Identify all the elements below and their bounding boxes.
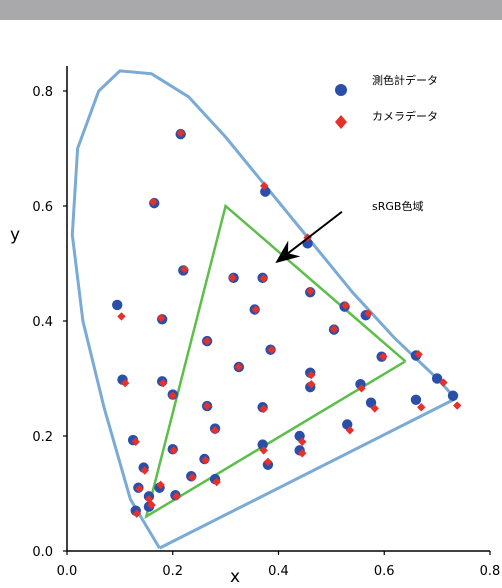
y-tick-label-4: 0.8 bbox=[32, 85, 53, 100]
camera-point-8 bbox=[306, 286, 315, 296]
camera-point-38 bbox=[201, 455, 210, 465]
camera-point-32 bbox=[210, 426, 220, 435]
camera-point-14 bbox=[267, 345, 276, 354]
y-tick-label-2: 0.4 bbox=[32, 315, 53, 330]
camera-point-46 bbox=[172, 492, 181, 501]
camera-point-48 bbox=[132, 509, 141, 518]
y-axis-title: y bbox=[10, 225, 20, 245]
x-tick-label-3: 0.6 bbox=[374, 564, 395, 579]
camera-point-42 bbox=[212, 477, 221, 487]
x-tick-label-1: 0.2 bbox=[162, 564, 183, 579]
camera-point-44 bbox=[156, 480, 165, 490]
spectral-locus bbox=[70, 69, 458, 550]
camera-point-23 bbox=[307, 380, 316, 389]
camera-point-31 bbox=[131, 437, 140, 446]
camera-point-6 bbox=[228, 273, 237, 283]
camera-point-10 bbox=[251, 305, 260, 314]
y-tick-label-3: 0.6 bbox=[32, 200, 53, 215]
camera-point-34 bbox=[259, 446, 268, 455]
camera-point-1 bbox=[260, 181, 269, 191]
x-tick-label-4: 0.8 bbox=[480, 564, 501, 579]
camera-point-24 bbox=[357, 384, 366, 393]
camera-point-16 bbox=[378, 352, 388, 361]
camera-point-25 bbox=[439, 378, 448, 387]
legend-camera-label: カメラデータ bbox=[372, 109, 438, 123]
camera-point-47 bbox=[147, 500, 156, 510]
camera-point-0 bbox=[176, 128, 185, 138]
camera-point-9 bbox=[156, 313, 166, 323]
camera-point-29 bbox=[370, 404, 379, 413]
camera-point-37 bbox=[298, 449, 307, 458]
meter-point-1 bbox=[260, 186, 271, 197]
camera-point-39 bbox=[263, 457, 273, 467]
meter-point-29 bbox=[365, 397, 377, 408]
camera-point-17 bbox=[414, 350, 423, 359]
annotation-label: sRGB色域 bbox=[372, 199, 423, 213]
camera-point-41 bbox=[188, 473, 197, 482]
x-axis-title: x bbox=[230, 567, 240, 587]
camera-point-2 bbox=[148, 197, 158, 207]
camera-point-19 bbox=[159, 378, 168, 388]
legend-meter-label: 測色計データ bbox=[372, 73, 438, 87]
camera-point-36 bbox=[169, 446, 179, 455]
camera-point-28 bbox=[259, 404, 268, 414]
camera-point-21 bbox=[307, 370, 316, 380]
x-tick-label-2: 0.4 bbox=[268, 564, 289, 579]
camera-point-33 bbox=[298, 437, 307, 446]
meter-point-30 bbox=[410, 394, 422, 405]
meter-point-5 bbox=[112, 299, 123, 311]
camera-point-15 bbox=[329, 324, 339, 334]
camera-point-11 bbox=[341, 301, 350, 310]
meter-point-34 bbox=[257, 439, 268, 450]
camera-point-4 bbox=[180, 265, 189, 274]
camera-point-22 bbox=[168, 391, 177, 400]
camera-point-13 bbox=[202, 336, 212, 346]
camera-point-5 bbox=[117, 312, 126, 321]
meter-point-25 bbox=[431, 373, 443, 384]
legend-camera-marker bbox=[335, 115, 347, 129]
camera-point-18 bbox=[120, 378, 130, 388]
meter-point-26 bbox=[447, 390, 459, 401]
camera-point-26 bbox=[453, 401, 462, 410]
camera-point-20 bbox=[234, 362, 244, 372]
y-tick-label-0: 0.0 bbox=[32, 545, 53, 560]
camera-point-40 bbox=[140, 466, 149, 475]
top-bar bbox=[0, 0, 502, 20]
camera-point-27 bbox=[202, 401, 212, 411]
legend-meter-marker bbox=[335, 84, 347, 96]
camera-point-30 bbox=[417, 403, 426, 412]
camera-point-7 bbox=[259, 274, 268, 283]
srgb-gamut-triangle bbox=[144, 203, 407, 520]
y-tick-label-1: 0.2 bbox=[32, 430, 53, 445]
camera-point-35 bbox=[345, 426, 355, 435]
camera-point-12 bbox=[364, 309, 373, 318]
camera-point-43 bbox=[135, 484, 144, 494]
x-tick-label-0: 0.0 bbox=[57, 564, 78, 579]
annotation-arrow bbox=[275, 210, 343, 264]
